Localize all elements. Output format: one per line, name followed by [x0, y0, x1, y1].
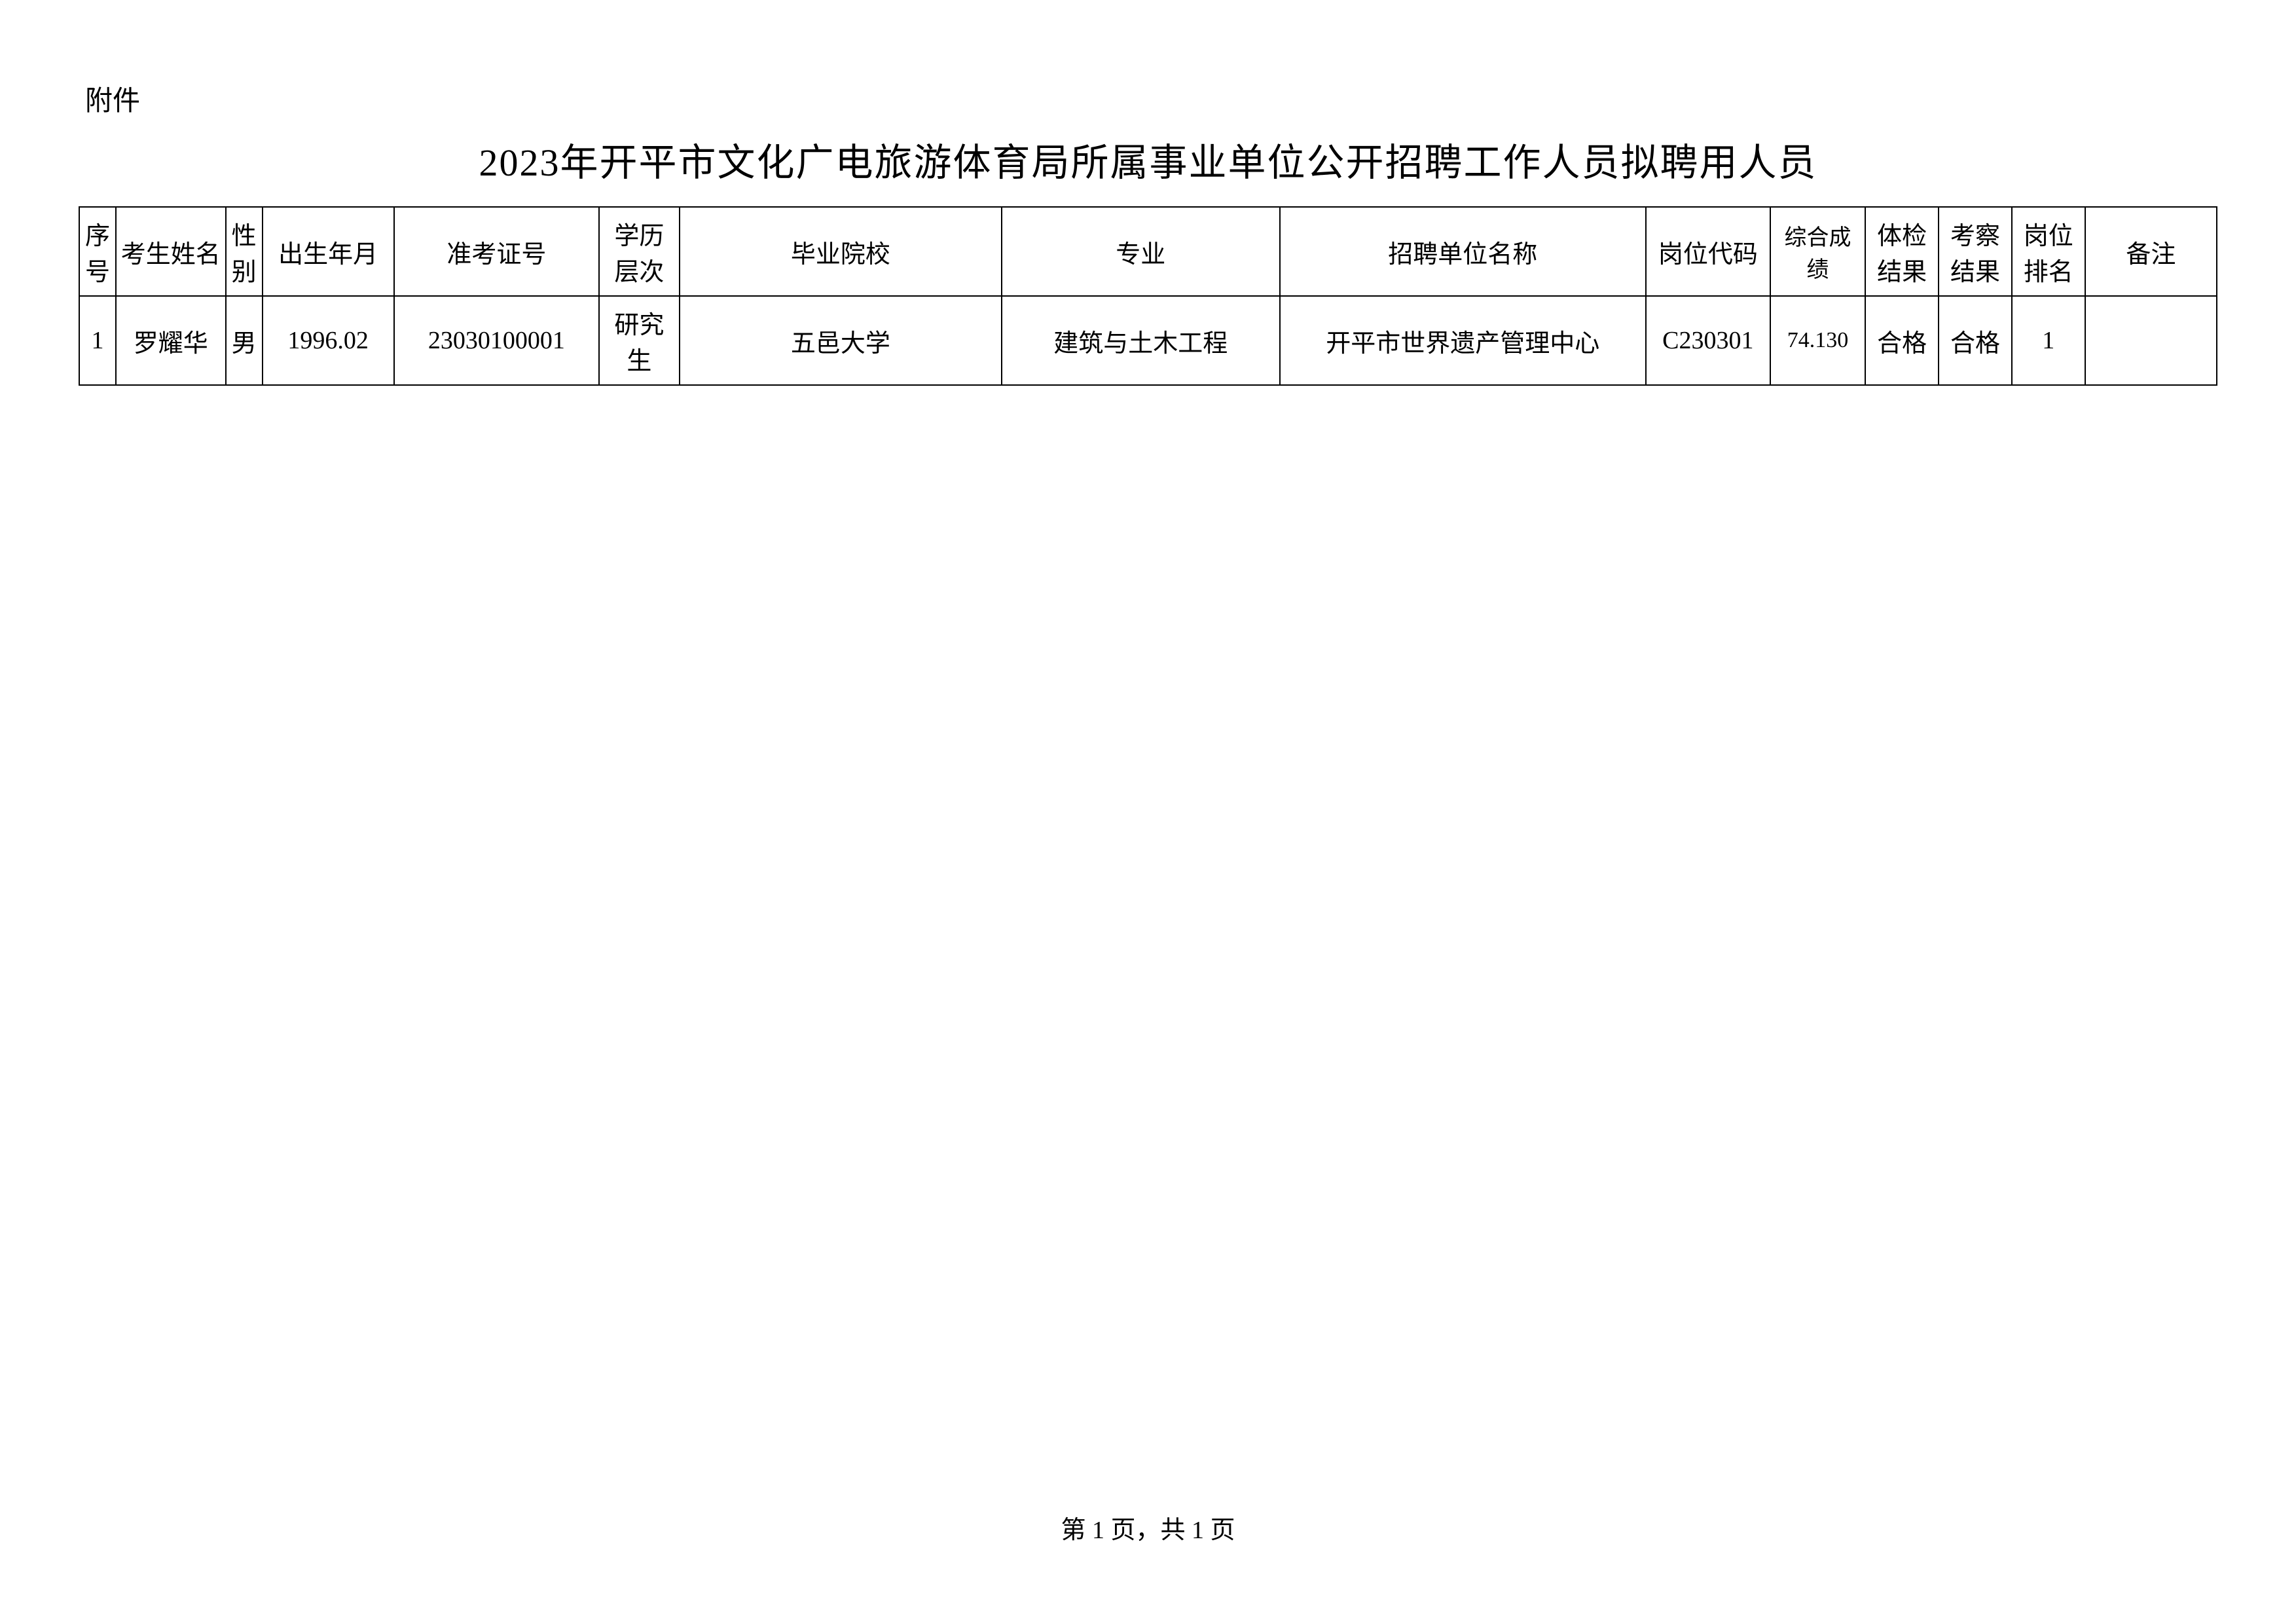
table-row: 1 罗耀华 男 1996.02 23030100001 研究生 五邑大学 建筑与… — [79, 296, 2217, 385]
col-header-edu: 学历层次 — [599, 207, 680, 296]
cell-gender: 男 — [226, 296, 263, 385]
col-header-school: 毕业院校 — [680, 207, 1002, 296]
cell-post-code: C230301 — [1646, 296, 1770, 385]
col-header-name: 考生姓名 — [116, 207, 226, 296]
col-header-unit: 招聘单位名称 — [1280, 207, 1646, 296]
col-header-exam-no: 准考证号 — [394, 207, 599, 296]
cell-edu: 研究生 — [599, 296, 680, 385]
document-title: 2023年开平市文化广电旅游体育局所属事业单位公开招聘工作人员拟聘用人员 — [79, 132, 2217, 187]
col-header-inspect: 考察结果 — [1939, 207, 2012, 296]
cell-rank: 1 — [2012, 296, 2085, 385]
col-header-rank: 岗位排名 — [2012, 207, 2085, 296]
col-header-major: 专业 — [1002, 207, 1280, 296]
cell-birth: 1996.02 — [263, 296, 394, 385]
col-header-score: 综合成绩 — [1770, 207, 1865, 296]
col-header-physical: 体检结果 — [1865, 207, 1939, 296]
cell-school: 五邑大学 — [680, 296, 1002, 385]
cell-major: 建筑与土木工程 — [1002, 296, 1280, 385]
col-header-gender: 性别 — [226, 207, 263, 296]
attachment-label: 附件 — [85, 79, 2217, 119]
col-header-remark: 备注 — [2085, 207, 2217, 296]
page-footer: 第 1 页，共 1 页 — [0, 1509, 2296, 1545]
col-header-post-code: 岗位代码 — [1646, 207, 1770, 296]
table-header-row: 序号 考生姓名 性别 出生年月 准考证号 学历层次 毕业院校 专业 招聘单位名称… — [79, 207, 2217, 296]
col-header-birth: 出生年月 — [263, 207, 394, 296]
cell-inspect: 合格 — [1939, 296, 2012, 385]
cell-exam-no: 23030100001 — [394, 296, 599, 385]
cell-physical: 合格 — [1865, 296, 1939, 385]
col-header-seq: 序号 — [79, 207, 116, 296]
cell-unit: 开平市世界遗产管理中心 — [1280, 296, 1646, 385]
cell-name: 罗耀华 — [116, 296, 226, 385]
cell-score: 74.130 — [1770, 296, 1865, 385]
cell-remark — [2085, 296, 2217, 385]
cell-seq: 1 — [79, 296, 116, 385]
personnel-table: 序号 考生姓名 性别 出生年月 准考证号 学历层次 毕业院校 专业 招聘单位名称… — [79, 206, 2217, 386]
